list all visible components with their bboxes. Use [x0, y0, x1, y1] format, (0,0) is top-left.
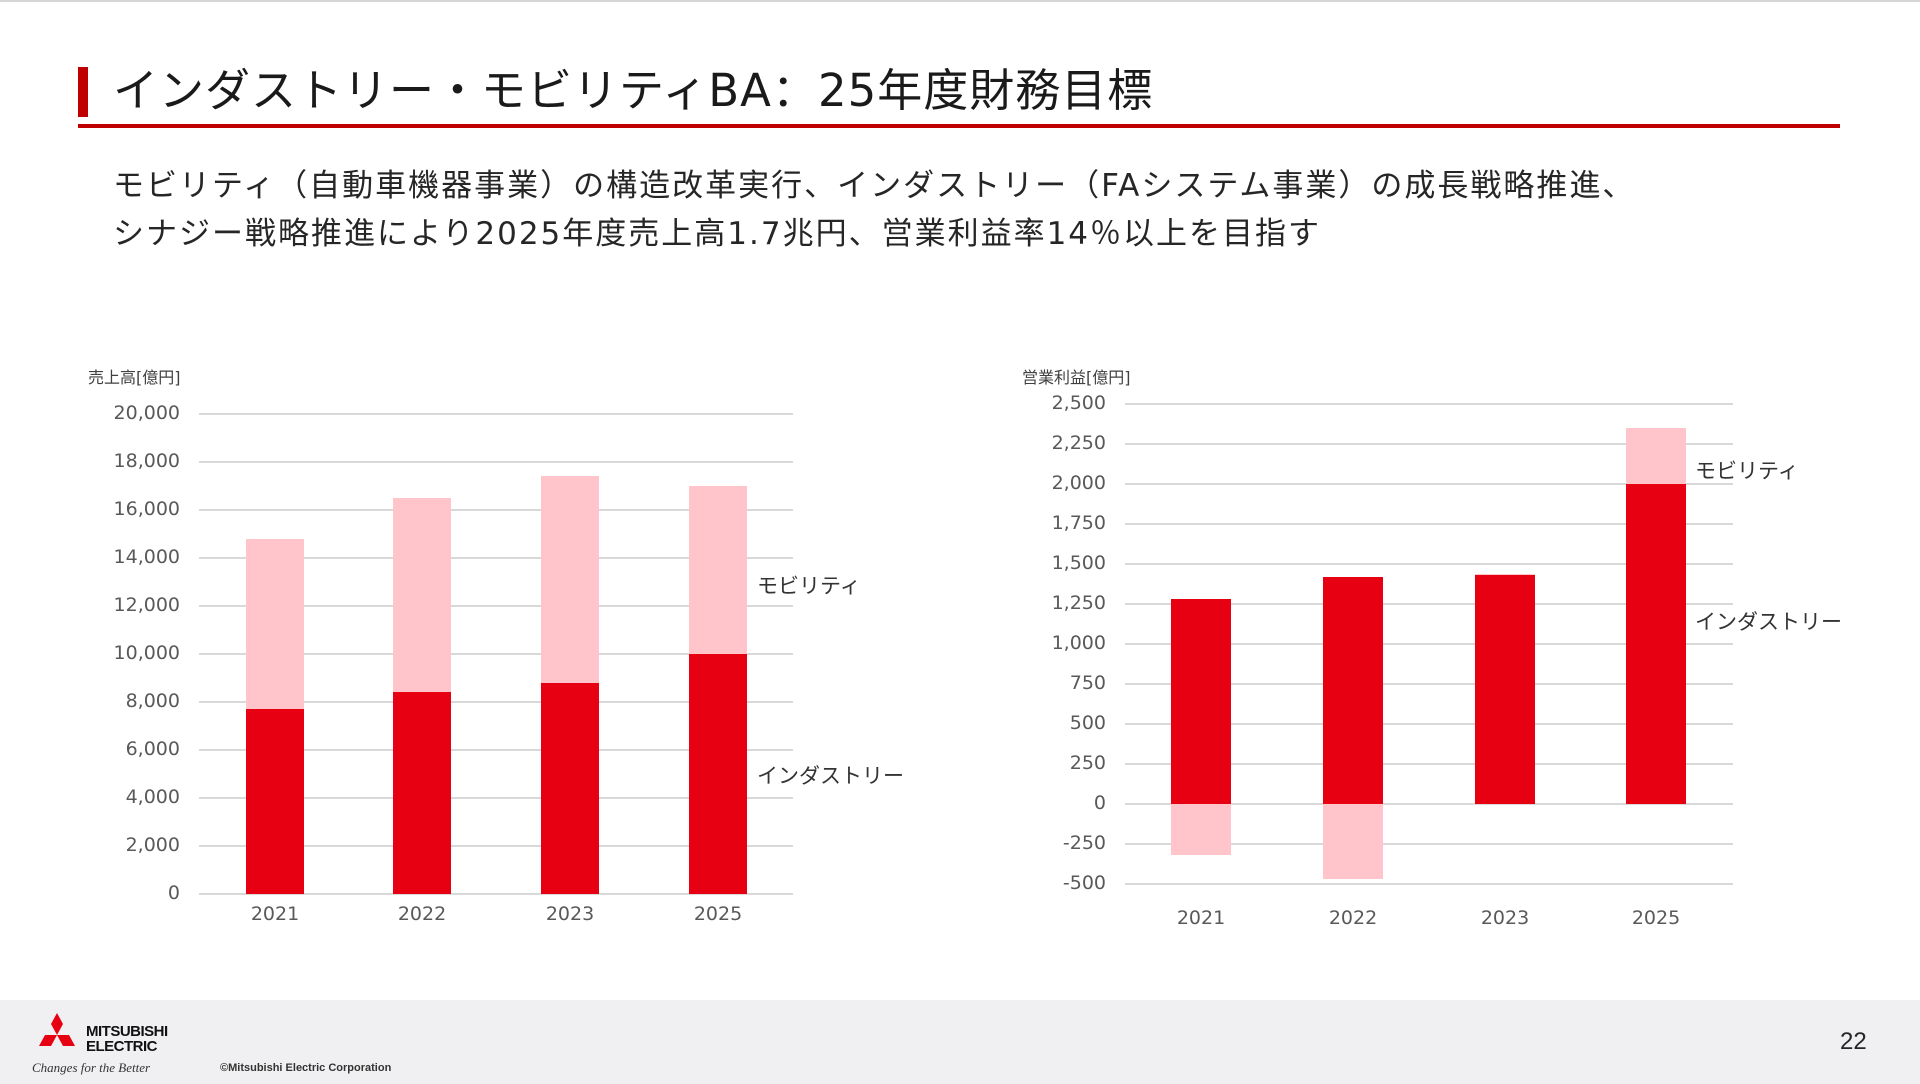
- gridline: [1125, 403, 1733, 405]
- bar-mobility-2023: [1475, 573, 1535, 576]
- y-tick-label: 1,500: [1051, 552, 1106, 574]
- y-tick-label: 16,000: [113, 498, 180, 520]
- x-tick-label: 2021: [250, 903, 300, 925]
- subtitle-line-1: モビリティ（自動車機器事業）の構造改革実行、インダストリー（FAシステム事業）の…: [113, 168, 1636, 204]
- gridline: [1125, 803, 1733, 805]
- y-tick-label: 2,250: [1051, 432, 1106, 454]
- gridline: [199, 845, 793, 847]
- gridline: [1125, 723, 1733, 725]
- y-tick-label: 6,000: [125, 738, 180, 760]
- x-tick-label: 2025: [693, 903, 743, 925]
- y-tick-label: 250: [1069, 752, 1106, 774]
- gridline: [199, 413, 793, 415]
- gridline: [1125, 483, 1733, 485]
- gridline: [1125, 643, 1733, 645]
- page-number: 22: [1840, 1028, 1867, 1055]
- y-tick-label: 2,000: [125, 834, 180, 856]
- logo-wordmark: MITSUBISHI ELECTRIC: [86, 1024, 168, 1054]
- gridline: [199, 701, 793, 703]
- bar-industry-2022: [1323, 576, 1383, 804]
- legend-industry: インダストリー: [1695, 610, 1842, 634]
- bar-industry-2023: [541, 682, 599, 894]
- y-tick-label: 8,000: [125, 690, 180, 712]
- y-tick-label: 1,250: [1051, 592, 1106, 614]
- logo-line-2: ELECTRIC: [86, 1038, 157, 1055]
- y-tick-label: 2,000: [1051, 472, 1106, 494]
- bar-industry-2022: [393, 692, 451, 894]
- logo-tagline: Changes for the Better: [32, 1060, 151, 1075]
- gridline: [1125, 603, 1733, 605]
- copyright: ©Mitsubishi Electric Corporation: [220, 1062, 392, 1074]
- y-tick-label: 500: [1069, 712, 1106, 734]
- bar-mobility-2025: [689, 486, 747, 654]
- bar-industry-2021: [246, 709, 304, 894]
- gridline: [1125, 443, 1733, 445]
- bar-mobility-2025: [1626, 428, 1686, 484]
- bar-industry-2023: [1475, 575, 1535, 804]
- y-tick-label: 10,000: [113, 642, 180, 664]
- gridline: [1125, 563, 1733, 565]
- y-tick-label: -250: [1062, 832, 1106, 854]
- x-tick-label: 2023: [545, 903, 595, 925]
- gridline: [199, 893, 793, 895]
- legend-mobility: モビリティ: [757, 574, 861, 598]
- gridline: [199, 797, 793, 799]
- x-tick-label: 2025: [1631, 907, 1681, 929]
- bar-mobility-2021: [246, 538, 304, 710]
- x-tick-label: 2022: [397, 903, 447, 925]
- y-tick-label: 0: [167, 882, 180, 904]
- gridline: [199, 509, 793, 511]
- gridline: [199, 653, 793, 655]
- gridline: [199, 461, 793, 463]
- logo-line-1: MITSUBISHI: [86, 1023, 168, 1040]
- subtitle-line-2: シナジー戦略推進により2025年度売上高1.7兆円、営業利益率14％以上を目指す: [113, 216, 1322, 252]
- gridline: [1125, 883, 1733, 885]
- y-tick-label: 18,000: [113, 450, 180, 472]
- x-tick-label: 2021: [1176, 907, 1226, 929]
- slide-title: インダストリー・モビリティBA：25年度財務目標: [113, 64, 1154, 117]
- y-tick-label: -500: [1062, 872, 1106, 894]
- x-tick-label: 2022: [1328, 907, 1378, 929]
- slide-subtitle: モビリティ（自動車機器事業）の構造改革実行、インダストリー（FAシステム事業）の…: [113, 162, 1635, 258]
- gridline: [1125, 683, 1733, 685]
- gridline: [1125, 523, 1733, 525]
- gridline: [199, 749, 793, 751]
- bar-mobility-2021: [1171, 804, 1231, 856]
- gridline: [199, 605, 793, 607]
- y-tick-label: 750: [1069, 672, 1106, 694]
- top-rule: [0, 0, 1920, 2]
- y-tick-label: 0: [1093, 792, 1106, 814]
- footer: [0, 1000, 1920, 1084]
- y-tick-label: 12,000: [113, 594, 180, 616]
- bar-mobility-2022: [1323, 804, 1383, 880]
- bar-industry-2025: [689, 654, 747, 894]
- y-tick-label: 2,500: [1051, 392, 1106, 414]
- gridline: [1125, 843, 1733, 845]
- gridline: [199, 557, 793, 559]
- y-axis-title: 売上高[億円]: [88, 368, 181, 387]
- legend-industry: インダストリー: [757, 764, 904, 788]
- y-tick-label: 4,000: [125, 786, 180, 808]
- y-tick-label: 14,000: [113, 546, 180, 568]
- y-axis-title: 営業利益[億円]: [1022, 368, 1131, 387]
- gridline: [1125, 763, 1733, 765]
- legend-mobility: モビリティ: [1695, 459, 1799, 483]
- title-accent-bar: [78, 67, 88, 117]
- mitsubishi-logo-icon: [39, 1013, 75, 1046]
- bar-mobility-2023: [541, 476, 599, 683]
- y-tick-label: 1,750: [1051, 512, 1106, 534]
- bar-industry-2025: [1626, 484, 1686, 804]
- bar-industry-2021: [1171, 599, 1231, 804]
- y-tick-label: 20,000: [113, 402, 180, 424]
- bar-mobility-2022: [393, 498, 451, 693]
- y-tick-label: 1,000: [1051, 632, 1106, 654]
- x-tick-label: 2023: [1480, 907, 1530, 929]
- title-underline: [78, 124, 1840, 128]
